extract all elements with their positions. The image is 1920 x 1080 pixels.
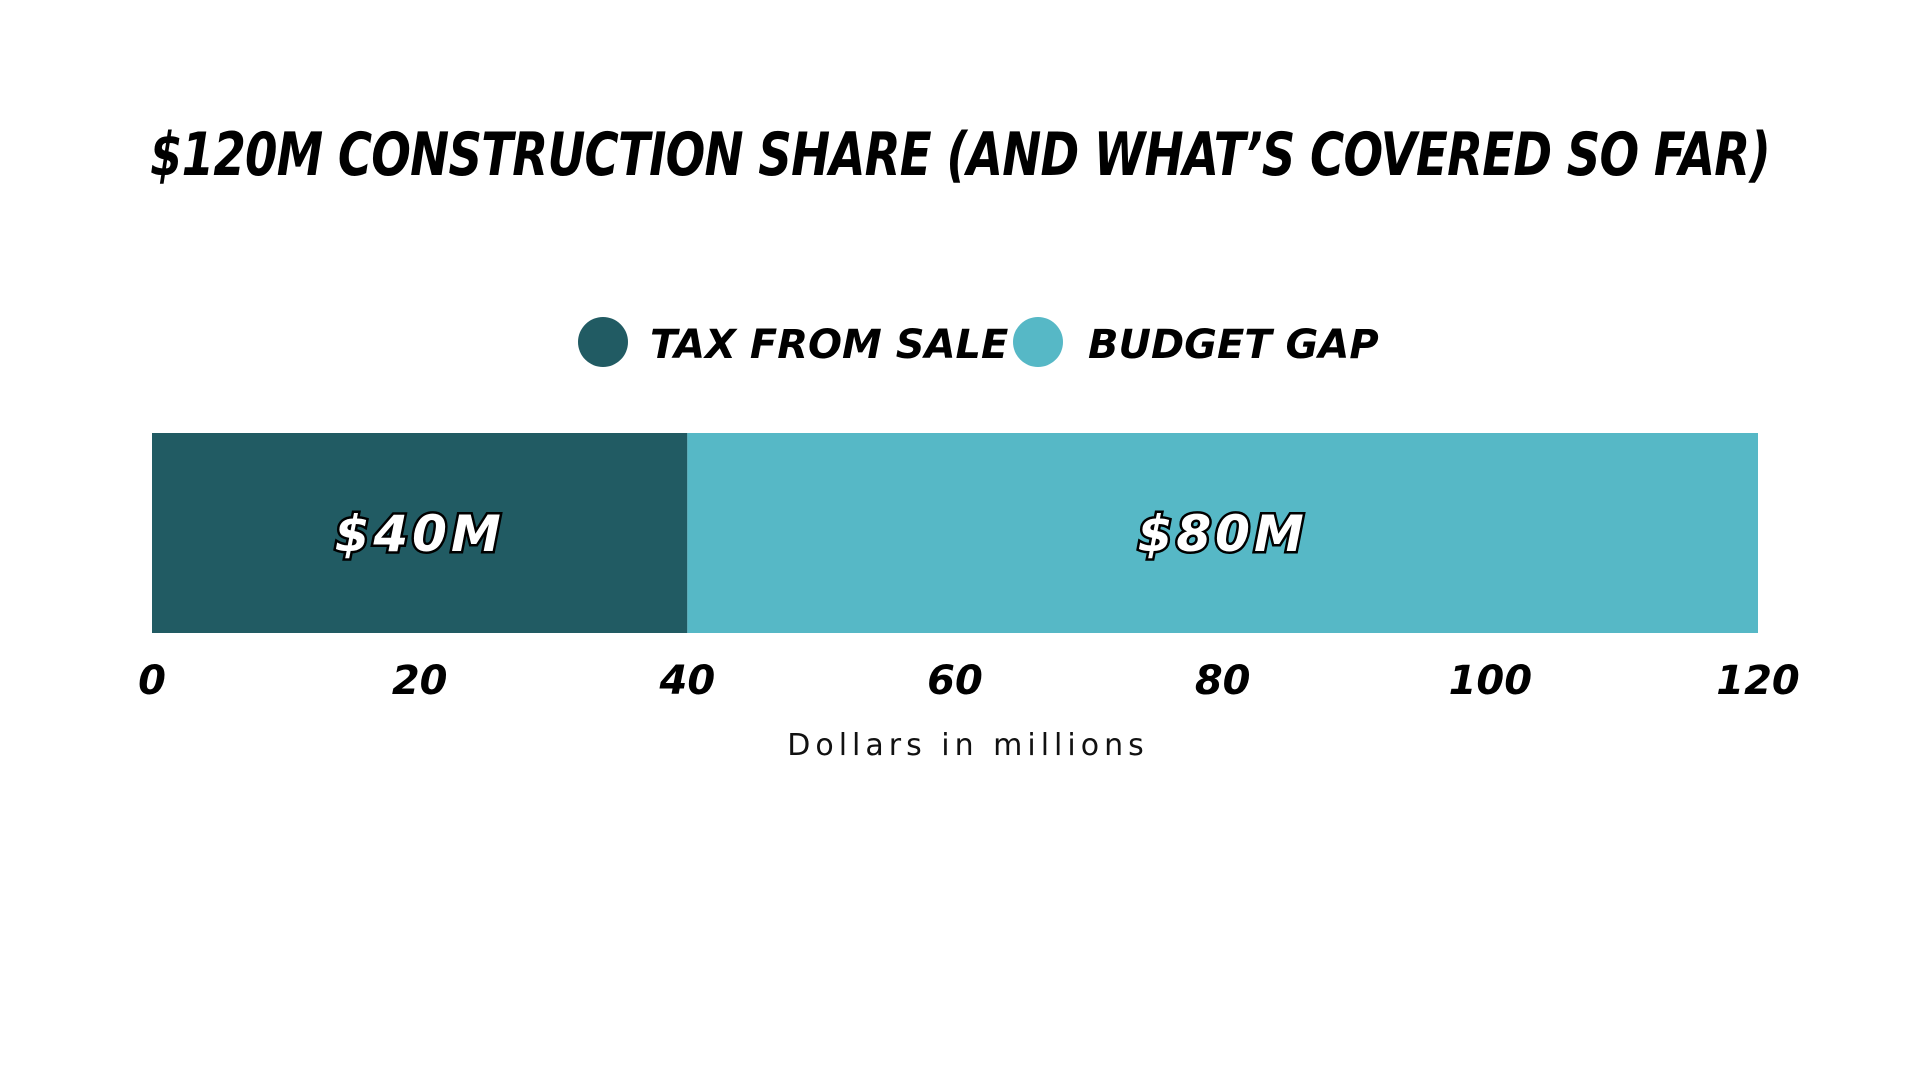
bar-segment-1 — [152, 433, 688, 633]
bar-value-label-2: $80M — [1138, 505, 1308, 563]
bar-value-label-1: $40M — [335, 505, 505, 563]
x-axis-title: Dollars in millions — [787, 728, 1148, 763]
x-tick-label: 80 — [1195, 658, 1251, 704]
x-axis-ticks: 0 20 40 60 80 100 120 — [138, 658, 1800, 704]
legend-swatch-1 — [578, 317, 628, 367]
x-tick-label: 20 — [392, 658, 448, 704]
x-tick-label: 120 — [1716, 658, 1800, 704]
chart-legend: TAX FROM SALE BUDGET GAP — [578, 317, 1379, 368]
legend-label-2: BUDGET GAP — [1088, 322, 1379, 368]
x-tick-label: 100 — [1449, 658, 1533, 704]
legend-label-1: TAX FROM SALE — [650, 322, 1008, 368]
chart-title: $120M CONSTRUCTION SHARE (AND WHAT’S COV… — [150, 120, 1770, 190]
x-tick-label: 60 — [927, 658, 983, 704]
x-tick-label: 40 — [658, 658, 715, 704]
bar-area — [152, 433, 1759, 633]
x-tick-label: 0 — [138, 658, 166, 704]
bar-labels: $40M $80M — [332, 503, 1308, 566]
bar-segment-2 — [687, 433, 1759, 633]
legend-swatch-2 — [1013, 317, 1063, 367]
